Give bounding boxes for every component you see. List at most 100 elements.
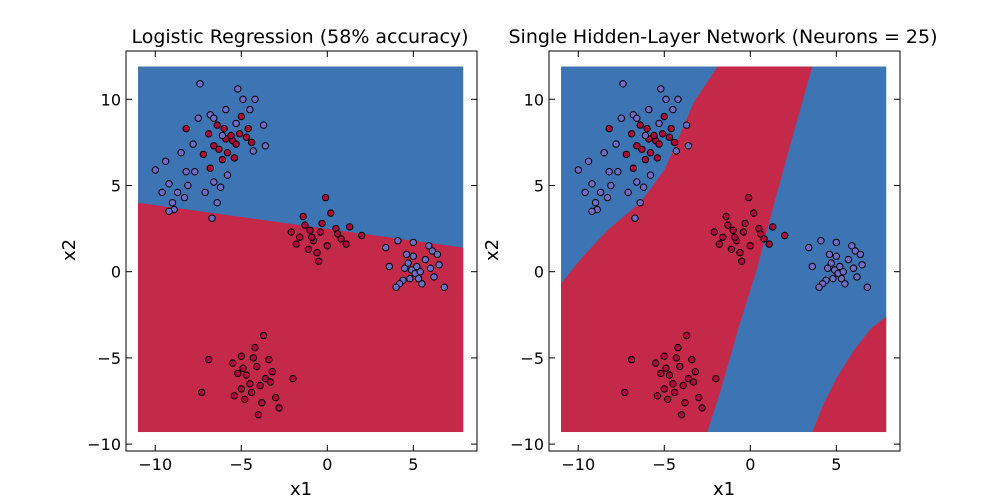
data-point — [641, 131, 650, 140]
data-point — [612, 140, 620, 148]
data-point — [741, 219, 749, 228]
data-point — [660, 385, 668, 393]
y-tick-label: 0 — [534, 263, 544, 282]
data-point — [251, 343, 259, 352]
data-point — [165, 180, 173, 188]
data-point — [435, 261, 443, 269]
data-point — [856, 250, 865, 259]
data-point — [731, 233, 739, 241]
data-point — [646, 171, 655, 179]
data-point — [636, 199, 644, 207]
data-point — [430, 273, 438, 281]
data-point — [161, 157, 170, 166]
data-point — [825, 250, 834, 259]
data-point — [204, 130, 213, 138]
data-point — [402, 250, 411, 259]
data-point — [165, 207, 173, 216]
data-point — [633, 178, 641, 186]
data-point — [827, 259, 835, 267]
y-tick-label: −5 — [520, 349, 544, 368]
x-tick-label: 5 — [831, 455, 841, 474]
data-point — [222, 105, 230, 114]
data-point — [672, 147, 680, 155]
data-point — [646, 149, 655, 157]
data-point — [259, 121, 268, 129]
data-point — [817, 237, 825, 245]
data-point — [194, 114, 203, 122]
data-point — [710, 228, 718, 236]
y-axis-title: x2 — [59, 239, 80, 261]
data-point — [323, 242, 331, 250]
data-point — [229, 359, 237, 367]
data-point — [254, 411, 263, 419]
data-point — [674, 95, 682, 104]
data-point — [729, 226, 737, 235]
data-point — [670, 138, 679, 147]
data-point — [406, 274, 414, 283]
data-point — [261, 374, 270, 383]
data-point — [315, 257, 323, 265]
data-point — [829, 274, 837, 283]
data-point — [246, 105, 254, 114]
x-axis-title: x1 — [713, 479, 735, 500]
data-point — [301, 221, 309, 229]
data-point — [239, 95, 247, 104]
data-point — [201, 188, 209, 197]
data-point — [660, 352, 668, 360]
data-point — [621, 388, 629, 397]
x-tick-label: −5 — [229, 455, 253, 474]
data-point — [208, 214, 216, 222]
data-point — [304, 245, 313, 254]
data-point — [727, 245, 736, 254]
data-point — [660, 112, 668, 121]
data-point — [736, 249, 744, 257]
data-point — [591, 199, 600, 207]
data-point — [712, 374, 720, 383]
data-point — [722, 212, 730, 221]
chart-logistic-regression: Logistic Regression (58% accuracy) −10 −5… — [59, 26, 478, 500]
data-point — [433, 250, 442, 259]
data-point — [655, 119, 663, 128]
data-point — [805, 243, 813, 252]
data-point — [808, 262, 816, 271]
data-point — [210, 114, 218, 122]
data-point — [760, 235, 768, 243]
data-point — [218, 155, 227, 164]
data-point — [631, 214, 639, 222]
data-point — [189, 140, 197, 148]
data-point — [674, 343, 682, 352]
data-point — [253, 362, 261, 371]
data-point — [669, 380, 677, 388]
data-point — [832, 238, 840, 247]
data-point — [232, 119, 240, 128]
data-point — [440, 283, 448, 291]
data-point — [641, 155, 650, 164]
data-point — [428, 247, 436, 255]
data-point — [426, 264, 435, 272]
data-point — [691, 368, 699, 376]
data-point — [220, 124, 228, 133]
data-point — [151, 166, 160, 174]
scatter-points — [151, 80, 448, 419]
data-point — [836, 262, 844, 271]
data-point — [619, 80, 627, 88]
data-point — [698, 404, 706, 412]
data-point — [409, 238, 417, 247]
data-point — [180, 193, 189, 202]
axis-ticks: −10 −5 0 5 −10 −5 0 5 10 — [510, 51, 900, 474]
data-point — [676, 362, 684, 371]
data-point — [832, 252, 840, 260]
y-axis-title: x2 — [482, 239, 503, 261]
data-point — [682, 121, 691, 129]
data-point — [287, 228, 295, 236]
data-point — [268, 368, 276, 376]
data-point — [614, 168, 622, 176]
data-point — [746, 242, 754, 250]
data-point — [358, 231, 366, 240]
data-point — [394, 237, 402, 245]
data-point — [182, 124, 190, 133]
chart-title: Logistic Regression (58% accuracy) — [131, 26, 468, 48]
data-point — [318, 219, 326, 228]
data-point — [665, 371, 674, 379]
